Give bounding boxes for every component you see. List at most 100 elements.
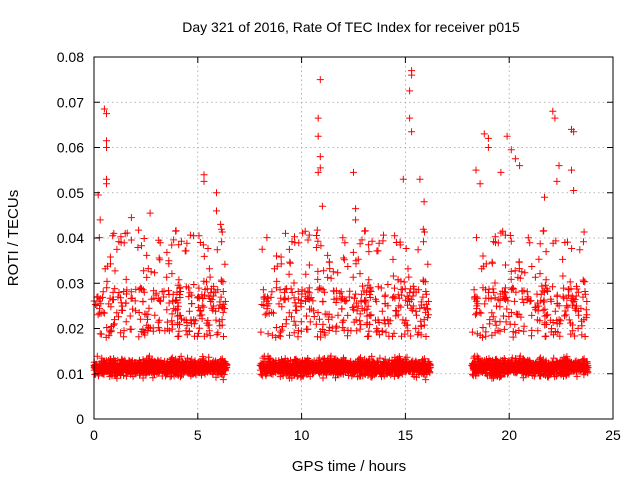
data-point <box>579 293 587 301</box>
data-point <box>263 234 271 242</box>
data-point <box>267 293 275 301</box>
data-point <box>219 376 227 384</box>
data-point <box>213 189 220 197</box>
data-point <box>290 279 298 287</box>
y-tick-label: 0.03 <box>57 275 84 291</box>
data-point <box>295 295 303 303</box>
data-point <box>562 311 570 319</box>
data-point <box>559 293 567 301</box>
data-point <box>541 312 549 320</box>
data-point <box>349 248 357 256</box>
data-point <box>340 254 348 262</box>
data-point <box>382 328 390 336</box>
data-point <box>127 214 135 222</box>
data-point <box>397 366 405 374</box>
data-point <box>468 328 476 336</box>
data-point <box>264 295 272 303</box>
data-point <box>99 288 107 296</box>
data-point <box>134 244 142 251</box>
data-point <box>314 168 322 176</box>
data-point <box>292 321 300 329</box>
data-point <box>314 309 322 316</box>
data-point <box>207 289 215 297</box>
data-point <box>541 333 549 340</box>
data-point <box>535 255 543 263</box>
data-point <box>410 367 418 375</box>
data-point <box>302 357 310 365</box>
data-point <box>103 284 111 292</box>
y-tick-label: 0.07 <box>57 94 84 110</box>
data-point <box>97 309 105 317</box>
data-point <box>541 319 549 327</box>
data-point <box>491 317 499 325</box>
data-point <box>210 367 218 375</box>
data-point <box>402 368 410 376</box>
data-point <box>127 236 135 244</box>
data-point <box>337 288 345 296</box>
data-point <box>573 302 580 310</box>
data-point <box>91 301 99 308</box>
data-point <box>406 366 414 374</box>
data-point <box>561 312 568 320</box>
x-tick-label: 10 <box>294 427 310 443</box>
data-point <box>514 273 522 281</box>
data-point <box>340 316 348 324</box>
data-point <box>352 299 360 307</box>
data-point <box>349 306 357 314</box>
data-point <box>283 285 291 293</box>
data-point <box>559 272 567 280</box>
data-point <box>539 227 547 235</box>
data-point <box>146 209 154 217</box>
data-point <box>488 259 496 267</box>
data-point <box>271 265 278 273</box>
data-point <box>140 267 148 275</box>
data-point <box>177 237 185 245</box>
data-point <box>203 362 211 370</box>
data-point <box>516 362 524 370</box>
data-point <box>217 293 225 301</box>
data-point <box>265 309 273 317</box>
data-point <box>560 294 568 302</box>
data-point <box>380 316 388 324</box>
data-point <box>414 246 422 254</box>
data-point <box>390 329 398 337</box>
data-point <box>406 114 414 122</box>
data-point <box>212 373 220 381</box>
data-point <box>574 324 582 332</box>
data-point <box>161 327 169 335</box>
data-point <box>549 283 557 291</box>
data-point <box>95 364 103 372</box>
data-point <box>489 285 497 293</box>
data-point <box>186 363 194 371</box>
data-point <box>511 267 519 275</box>
data-point <box>291 299 299 307</box>
data-point <box>372 369 380 377</box>
data-point <box>195 284 203 292</box>
data-point <box>478 359 486 367</box>
data-point <box>123 229 131 237</box>
data-point <box>199 241 207 249</box>
data-point <box>530 369 537 377</box>
data-point <box>305 363 313 371</box>
data-point <box>138 242 145 250</box>
data-point <box>520 299 528 306</box>
data-point <box>493 302 500 310</box>
data-point <box>199 355 207 363</box>
data-point <box>319 374 327 382</box>
data-point <box>158 367 166 375</box>
data-point <box>314 275 322 283</box>
data-point <box>577 304 585 312</box>
data-point <box>368 237 376 245</box>
data-point <box>535 355 543 363</box>
data-point <box>117 329 125 337</box>
data-point <box>339 324 347 332</box>
data-point <box>176 283 184 291</box>
data-point <box>157 297 164 305</box>
data-point <box>188 355 196 363</box>
data-point <box>344 311 352 319</box>
data-point <box>490 238 498 246</box>
data-point <box>100 105 108 113</box>
data-point <box>204 245 212 252</box>
data-point <box>321 310 329 318</box>
data-point <box>473 330 481 338</box>
